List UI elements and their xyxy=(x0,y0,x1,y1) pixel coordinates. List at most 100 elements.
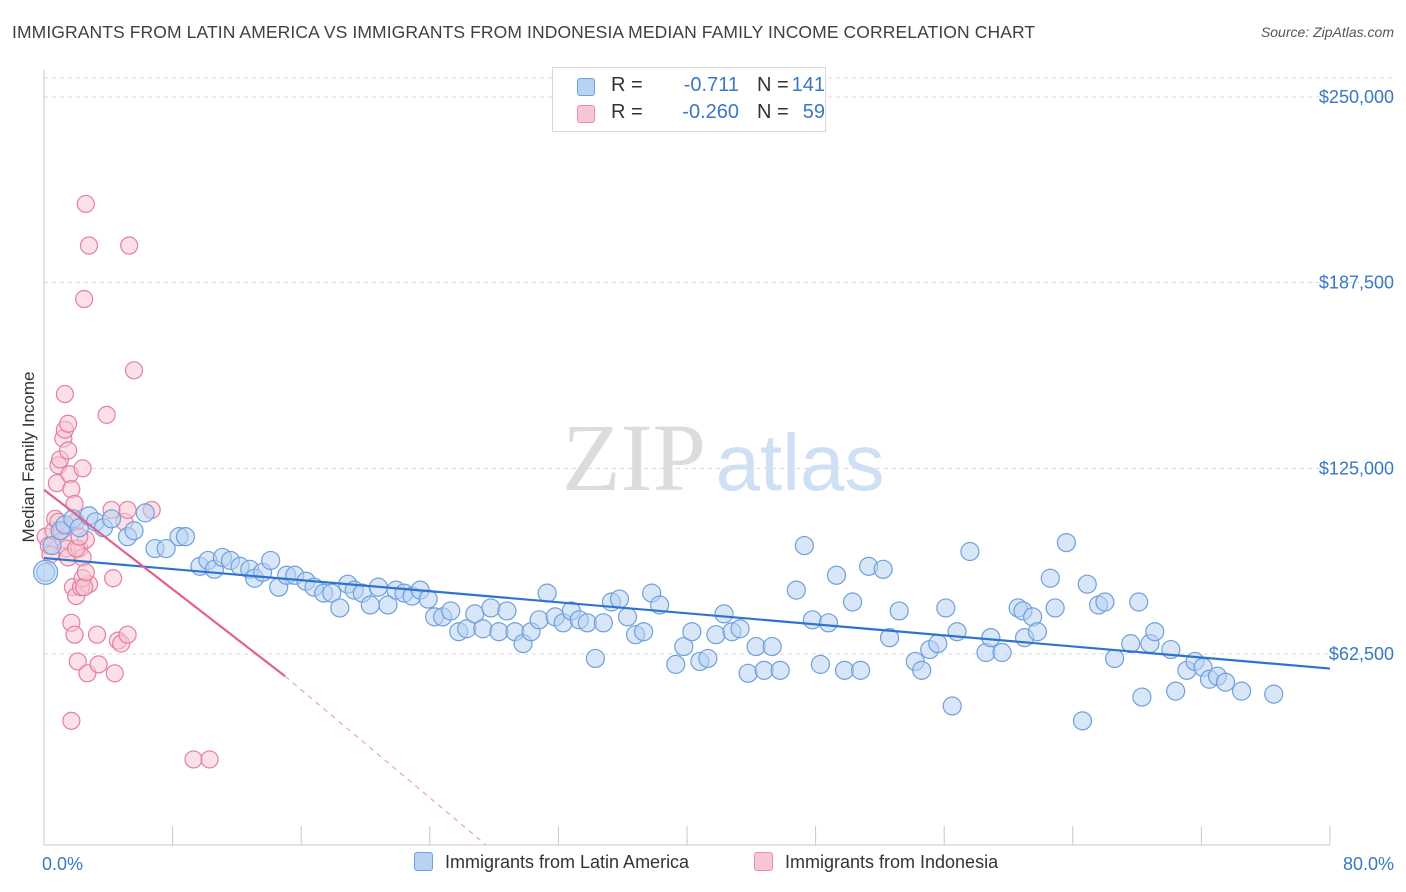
series-name: Immigrants from Indonesia xyxy=(785,852,999,872)
data-point xyxy=(529,610,549,630)
data-point xyxy=(1027,622,1048,642)
data-point xyxy=(1166,681,1186,701)
data-point xyxy=(101,509,122,529)
data-point xyxy=(609,589,630,609)
data-point xyxy=(770,660,790,680)
legend-r-label: R = xyxy=(611,74,643,96)
data-point xyxy=(135,503,155,523)
data-point xyxy=(754,660,774,680)
data-point xyxy=(76,194,95,214)
legend-n-label: N = xyxy=(757,74,789,96)
data-point xyxy=(118,500,137,520)
data-point xyxy=(714,604,734,624)
x-max-label: 80.0% xyxy=(1343,854,1394,874)
data-point xyxy=(585,648,605,669)
data-point xyxy=(473,619,493,639)
data-point xyxy=(1145,622,1165,642)
data-point xyxy=(481,598,501,618)
watermark: ZIP atlas xyxy=(562,404,884,511)
y-tick-labels: $62,500 $125,000 $187,500 $250,000 xyxy=(1319,87,1394,664)
data-point xyxy=(322,583,342,603)
data-point xyxy=(124,521,144,541)
data-point xyxy=(762,636,782,657)
data-point xyxy=(1040,568,1060,588)
series-swatch-pink xyxy=(754,852,773,871)
data-point xyxy=(834,660,855,680)
data-point xyxy=(68,652,87,671)
data-point xyxy=(633,622,654,642)
data-point xyxy=(156,538,176,559)
data-point xyxy=(489,622,509,642)
data-point xyxy=(55,384,74,404)
series-legend-indonesia: Immigrants from Indonesia xyxy=(754,852,998,873)
data-point xyxy=(1056,532,1076,553)
data-point xyxy=(65,625,84,644)
data-point xyxy=(960,541,980,562)
data-point xyxy=(577,613,597,633)
data-point xyxy=(936,598,956,618)
data-point xyxy=(261,550,281,571)
legend-swatch-pink xyxy=(577,105,595,123)
legend-n-value: 59 xyxy=(802,101,825,123)
y-axis-title: Median Family Income xyxy=(19,371,38,542)
data-point xyxy=(873,559,893,579)
legend-r-value: -0.711 xyxy=(683,74,739,96)
data-point xyxy=(124,361,144,380)
data-point xyxy=(175,527,196,547)
data-point xyxy=(76,563,95,582)
data-point xyxy=(33,559,59,585)
data-point xyxy=(378,595,398,615)
data-point xyxy=(879,628,900,648)
data-point xyxy=(200,750,219,769)
trendline-latin-america xyxy=(43,556,1331,670)
data-point xyxy=(418,589,438,609)
legend-r-label: R = xyxy=(611,101,643,123)
data-point xyxy=(73,459,92,478)
data-point xyxy=(59,414,78,433)
data-point xyxy=(497,601,517,621)
data-point xyxy=(698,648,718,669)
data-point xyxy=(818,613,839,633)
data-point xyxy=(1045,598,1065,618)
chart-title: IMMIGRANTS FROM LATIN AMERICA VS IMMIGRA… xyxy=(12,22,1036,42)
data-point xyxy=(89,655,108,674)
data-point xyxy=(330,598,350,618)
data-point xyxy=(184,750,203,769)
data-point xyxy=(360,595,380,615)
data-point xyxy=(1215,672,1236,692)
data-point xyxy=(889,601,909,621)
data-point xyxy=(75,289,94,309)
data-point xyxy=(682,622,702,642)
data-point xyxy=(738,663,758,683)
data-point xyxy=(981,628,1001,648)
data-point xyxy=(802,610,822,630)
data-point xyxy=(1129,592,1149,612)
trendline-indonesia-extension xyxy=(284,675,487,846)
data-point xyxy=(786,580,806,600)
data-point xyxy=(1264,684,1284,704)
series-swatch-blue xyxy=(414,852,433,871)
legend-r-value: -0.260 xyxy=(682,101,739,123)
legend-n-value: 141 xyxy=(791,74,825,96)
data-point xyxy=(59,441,78,460)
series-legend-latin-america: Immigrants from Latin America xyxy=(414,852,689,873)
data-point xyxy=(810,654,831,674)
watermark-atlas: atlas xyxy=(716,418,885,507)
data-point xyxy=(120,236,139,255)
latin-america-points xyxy=(33,503,1284,731)
data-point xyxy=(118,625,137,644)
data-point xyxy=(105,664,124,683)
data-point xyxy=(1132,687,1152,707)
correlation-legend: R = -0.711 N = 141 R = -0.260 N = 59 xyxy=(552,67,826,132)
axes xyxy=(43,70,1331,846)
data-point xyxy=(441,601,461,621)
y-tick-label: $250,000 xyxy=(1319,87,1394,107)
y-tick-label: $187,500 xyxy=(1319,273,1394,293)
series-name: Immigrants from Latin America xyxy=(445,852,690,872)
data-point xyxy=(79,236,99,255)
y-tick-label: $62,500 xyxy=(1329,644,1394,664)
data-point xyxy=(746,636,766,657)
data-point xyxy=(1072,711,1093,731)
data-point xyxy=(842,592,863,612)
data-point xyxy=(730,619,750,639)
